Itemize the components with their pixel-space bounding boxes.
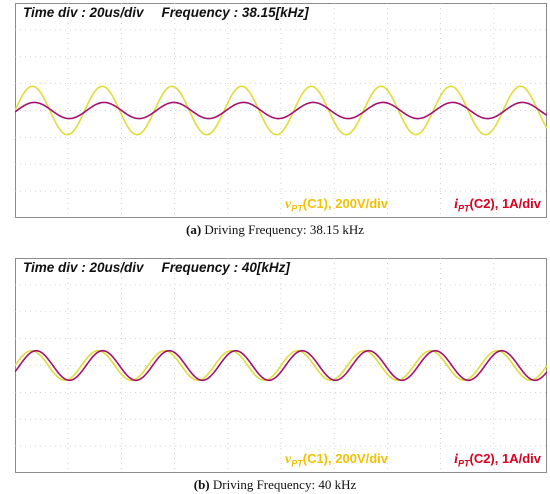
legend-current-b: iPT(C2), 1A/div <box>454 451 541 469</box>
scope-screen-b: Time div : 20us/div Frequency : 40[kHz] v… <box>15 258 547 473</box>
scope-header-b: Time div : 20us/div Frequency : 40[kHz] <box>23 260 290 275</box>
legend-voltage-a: vPT(C1), 200V/div <box>285 196 388 214</box>
scope-grid <box>15 3 547 218</box>
voltage-trace <box>15 349 547 382</box>
scope-plot-a <box>15 3 547 218</box>
current-trace <box>15 349 547 382</box>
time-div-label-b: Time div : 20us/div <box>23 260 144 275</box>
scope-plot-b <box>15 258 547 473</box>
caption-text-b: Driving Frequency: 40 kHz <box>212 477 357 492</box>
current-trace <box>15 101 547 120</box>
caption-a: (a) Driving Frequency: 38.15 kHz <box>0 222 550 238</box>
caption-label-b: (b) <box>193 477 210 492</box>
legend-voltage-b: vPT(C1), 200V/div <box>285 451 388 469</box>
legend-current-a: iPT(C2), 1A/div <box>454 196 541 214</box>
scope-screen-a: Time div : 20us/div Frequency : 38.15[kHz… <box>15 3 547 218</box>
time-div-label-a: Time div : 20us/div <box>23 5 144 20</box>
caption-text-a: Driving Frequency: 38.15 kHz <box>204 222 364 237</box>
caption-label-a: (a) <box>185 222 202 237</box>
frequency-label-b: Frequency : 40[kHz] <box>161 260 290 275</box>
caption-b: (b) Driving Frequency: 40 kHz <box>0 477 550 493</box>
voltage-trace <box>15 85 547 136</box>
frequency-label-a: Frequency : 38.15[kHz] <box>161 5 309 20</box>
scope-header-a: Time div : 20us/div Frequency : 38.15[kHz… <box>23 5 309 20</box>
